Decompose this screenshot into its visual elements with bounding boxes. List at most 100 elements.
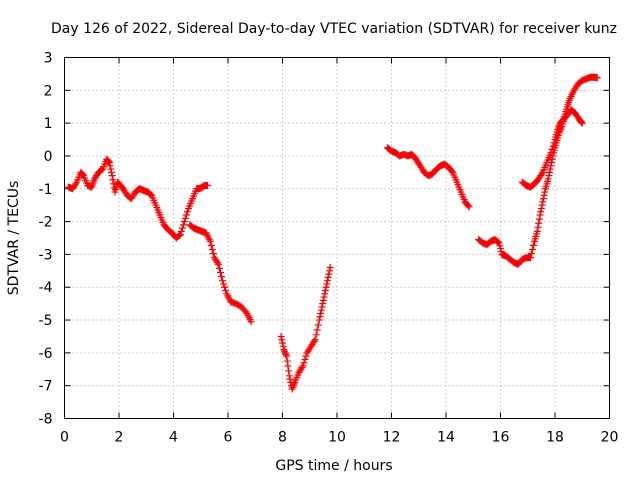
data-point bbox=[79, 171, 87, 179]
x-tick-label: 20 bbox=[601, 430, 619, 446]
data-point bbox=[319, 296, 327, 304]
data-point bbox=[288, 385, 296, 393]
y-tick-label: -6 bbox=[39, 346, 53, 362]
data-point bbox=[277, 332, 285, 340]
data-point bbox=[494, 238, 502, 246]
data-point bbox=[549, 142, 557, 150]
data-point bbox=[465, 203, 473, 211]
data-point bbox=[279, 342, 287, 350]
data-point bbox=[326, 267, 334, 275]
data-point bbox=[536, 211, 544, 219]
data-point bbox=[175, 232, 183, 240]
data-point bbox=[207, 241, 215, 249]
data-point bbox=[534, 223, 542, 231]
data-point bbox=[182, 211, 190, 219]
data-point bbox=[215, 264, 223, 272]
data-point bbox=[290, 380, 298, 388]
data-point bbox=[312, 331, 320, 339]
data-point bbox=[448, 167, 456, 175]
data-point bbox=[281, 349, 289, 357]
data-point bbox=[219, 277, 227, 285]
data-point bbox=[577, 117, 585, 125]
data-point bbox=[105, 159, 113, 167]
data-point bbox=[289, 383, 297, 391]
data-point bbox=[105, 158, 113, 166]
data-point bbox=[539, 195, 547, 203]
data-point bbox=[283, 352, 291, 360]
data-point bbox=[180, 218, 188, 226]
data-point bbox=[323, 277, 331, 285]
data-point bbox=[279, 339, 286, 347]
data-point bbox=[319, 300, 327, 308]
data-point bbox=[109, 176, 117, 184]
data-point bbox=[529, 245, 537, 253]
data-point bbox=[545, 172, 553, 180]
x-tick-label: 14 bbox=[437, 430, 455, 446]
data-point bbox=[539, 198, 547, 206]
data-point bbox=[548, 155, 556, 163]
data-point bbox=[221, 283, 229, 291]
data-point bbox=[325, 270, 333, 278]
y-tick-label: -5 bbox=[39, 313, 53, 329]
data-point bbox=[208, 245, 216, 253]
data-point bbox=[310, 337, 318, 345]
data-point bbox=[220, 280, 228, 288]
data-point bbox=[218, 273, 226, 281]
y-tick-label: -2 bbox=[39, 215, 53, 231]
data-point bbox=[285, 367, 293, 375]
data-point bbox=[242, 308, 250, 316]
data-point bbox=[578, 118, 586, 126]
data-point bbox=[284, 362, 292, 370]
data-point bbox=[313, 326, 321, 334]
data-point bbox=[178, 224, 186, 232]
data-point bbox=[179, 221, 187, 229]
data-point bbox=[555, 122, 563, 130]
data-point bbox=[209, 250, 217, 258]
data-point bbox=[321, 290, 329, 298]
data-point bbox=[78, 170, 86, 178]
y-tick-label: 3 bbox=[44, 51, 53, 67]
data-point bbox=[107, 165, 115, 173]
data-point bbox=[541, 188, 549, 196]
x-axis-label: GPS time / hours bbox=[275, 458, 392, 474]
data-point bbox=[321, 287, 329, 295]
data-point bbox=[320, 293, 328, 301]
data-point bbox=[72, 180, 80, 188]
data-point bbox=[247, 318, 255, 326]
data-point bbox=[593, 74, 601, 82]
data-point bbox=[280, 346, 288, 354]
data-point bbox=[530, 241, 538, 249]
x-tick-label: 0 bbox=[60, 430, 69, 446]
chart-title: Day 126 of 2022, Sidereal Day-to-day VTE… bbox=[51, 21, 617, 37]
x-tick-label: 16 bbox=[492, 430, 510, 446]
y-tick-label: 2 bbox=[44, 83, 53, 99]
data-point bbox=[289, 382, 297, 390]
y-tick-label: -7 bbox=[39, 379, 53, 395]
x-tick-label: 2 bbox=[115, 430, 124, 446]
grid bbox=[64, 57, 610, 419]
data-point bbox=[323, 280, 331, 288]
data-point bbox=[299, 362, 307, 370]
x-tick-label: 10 bbox=[328, 430, 346, 446]
data-point bbox=[317, 306, 325, 314]
data-point bbox=[106, 162, 114, 170]
data-point bbox=[300, 359, 308, 367]
data-marks bbox=[65, 73, 601, 393]
data-point bbox=[537, 208, 545, 216]
data-point bbox=[540, 191, 548, 199]
x-tick-label: 12 bbox=[383, 430, 401, 446]
data-point bbox=[537, 204, 545, 212]
y-tick-label: -1 bbox=[39, 182, 53, 198]
y-axis-label: SDTVAR / TECUs bbox=[6, 181, 22, 296]
data-point bbox=[108, 168, 116, 176]
data-point bbox=[548, 145, 556, 153]
data-point bbox=[535, 215, 543, 223]
data-point bbox=[222, 287, 230, 295]
y-tick-label: 1 bbox=[44, 116, 53, 132]
data-point bbox=[314, 321, 322, 329]
data-point bbox=[217, 268, 225, 276]
data-point bbox=[324, 273, 332, 281]
data-point bbox=[213, 259, 221, 267]
data-point bbox=[550, 139, 558, 147]
